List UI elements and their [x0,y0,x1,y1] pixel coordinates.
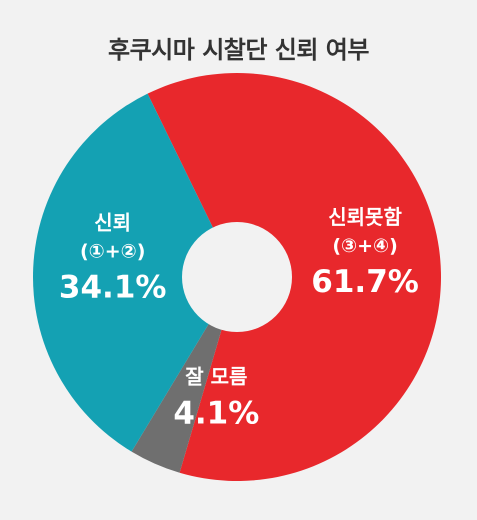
slices-group [32,73,442,481]
donut-hole [182,222,292,332]
pie-slice [32,93,237,452]
pie-slice [147,73,442,481]
slice-name-label: 신뢰못함 [328,205,402,229]
slice-value-label: 61.7% [311,264,419,300]
slice-sub-label: (①+②) [80,240,145,262]
slice-value-label: 4.1% [173,396,259,432]
slice-value-label: 34.1% [59,269,167,305]
labels-group: 신뢰못함 (③+④) 61.7% 잘 모름 4.1% 신뢰 (①+②) 34.1% [59,205,419,431]
slice-name-label: 잘 모름 [185,365,247,389]
slice-name-label: 신뢰 [94,210,131,234]
slice-sub-label: (③+④) [332,235,397,257]
pie-slice [131,277,237,473]
chart-title: 후쿠시마 시찰단 신뢰 여부 [108,36,369,64]
